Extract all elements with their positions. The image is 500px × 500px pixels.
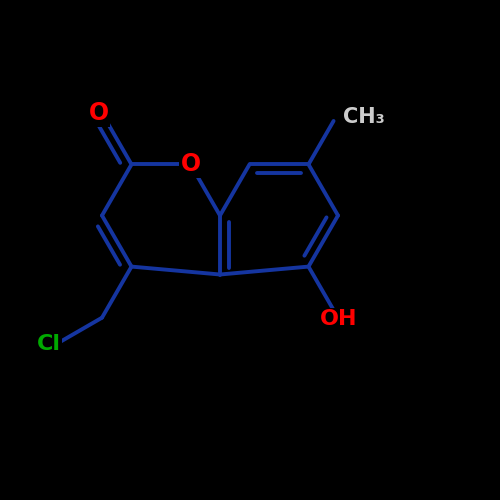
Text: O: O (180, 152, 201, 176)
Text: OH: OH (320, 309, 358, 329)
Text: O: O (88, 102, 108, 126)
Text: Cl: Cl (36, 334, 60, 354)
Text: CH₃: CH₃ (342, 107, 384, 127)
